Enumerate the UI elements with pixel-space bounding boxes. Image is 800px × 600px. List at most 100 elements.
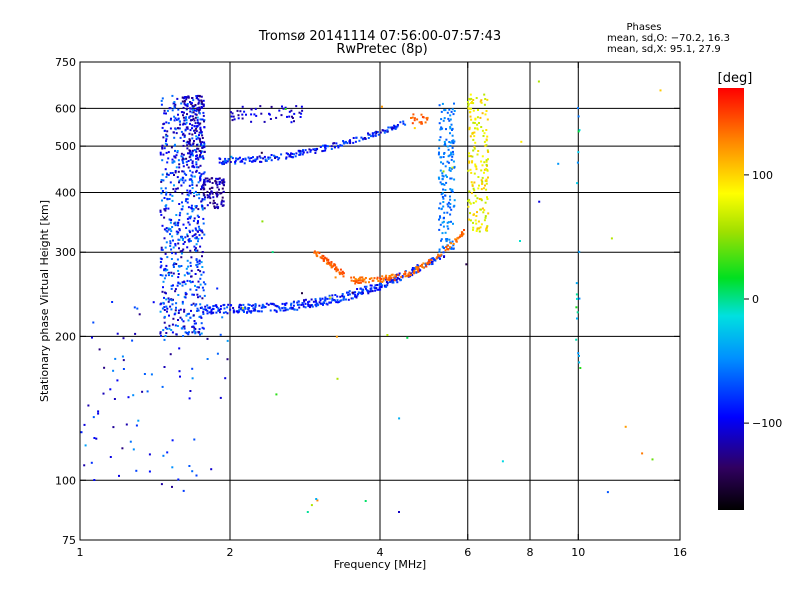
data-point [197,286,200,289]
data-point [276,156,279,158]
data-point [188,272,191,275]
data-point [190,275,192,278]
data-point [163,129,166,132]
data-point [185,104,188,107]
data-point [357,291,360,294]
data-point [461,231,464,234]
colorbar-tick-label: 100 [752,169,773,182]
data-point [163,366,166,368]
data-point [441,174,444,177]
data-point [368,281,370,284]
data-point [186,271,189,274]
data-point [202,157,205,160]
data-point [177,281,180,284]
data-point [200,142,203,145]
data-point [199,179,202,182]
data-point [472,228,474,231]
data-point [227,303,230,306]
data-point [186,147,189,150]
data-point [174,309,177,312]
data-point [171,331,174,334]
data-point [206,196,209,199]
data-point [231,157,234,160]
data-point [286,308,289,311]
data-point [362,289,365,292]
data-point [250,310,253,313]
data-point [284,309,287,312]
data-point [298,306,301,309]
data-point [181,284,184,287]
data-point [218,180,221,183]
data-point [480,223,483,226]
data-point [244,306,247,309]
data-point [199,303,202,306]
data-point [472,138,475,141]
data-point [190,256,193,259]
data-point [179,211,182,214]
data-point [348,140,351,143]
data-point [183,281,186,284]
data-point [480,99,483,102]
data-point [445,246,448,249]
data-point [501,460,504,463]
data-point [380,282,382,285]
data-point [319,146,322,148]
data-point [102,392,105,395]
data-point [179,316,182,319]
data-point [404,123,407,126]
data-point [203,143,206,146]
data-point [576,297,578,300]
data-point [331,294,334,297]
data-point [84,444,87,447]
data-point [471,155,474,158]
data-point [426,116,429,119]
data-point [217,309,220,312]
data-point [189,153,192,156]
data-point [370,289,373,292]
data-point [232,307,235,309]
data-point [189,110,192,113]
data-point [610,237,613,240]
data-point [182,157,185,160]
data-point [439,257,441,260]
data-point [222,190,225,193]
data-point [438,207,441,210]
data-point [194,227,197,230]
data-point [161,385,164,388]
data-point [482,211,485,214]
data-point [203,188,206,191]
data-point [215,304,218,307]
data-point [209,201,212,204]
data-point [322,259,325,262]
data-point [354,280,357,283]
data-point [118,474,120,477]
data-point [186,212,189,215]
data-point [183,274,186,277]
data-point [203,179,206,181]
data-point [382,277,385,280]
data-point [357,279,360,282]
data-point [133,306,136,309]
data-point [453,178,456,181]
data-point [160,103,163,106]
data-point [361,290,364,293]
data-point [280,153,283,156]
data-point [165,193,168,196]
data-point [240,308,243,311]
data-point [250,157,253,159]
data-point [278,157,281,160]
data-point [188,191,191,194]
data-point [199,143,202,146]
data-point [210,308,213,311]
data-point [189,101,191,104]
data-point [269,302,272,305]
data-point [198,172,201,174]
data-point [455,238,458,241]
data-point [189,169,192,172]
data-point [200,332,203,335]
data-point [181,176,184,179]
data-point [420,121,423,124]
data-point [425,265,428,268]
data-point [307,305,310,307]
data-point [173,119,176,122]
